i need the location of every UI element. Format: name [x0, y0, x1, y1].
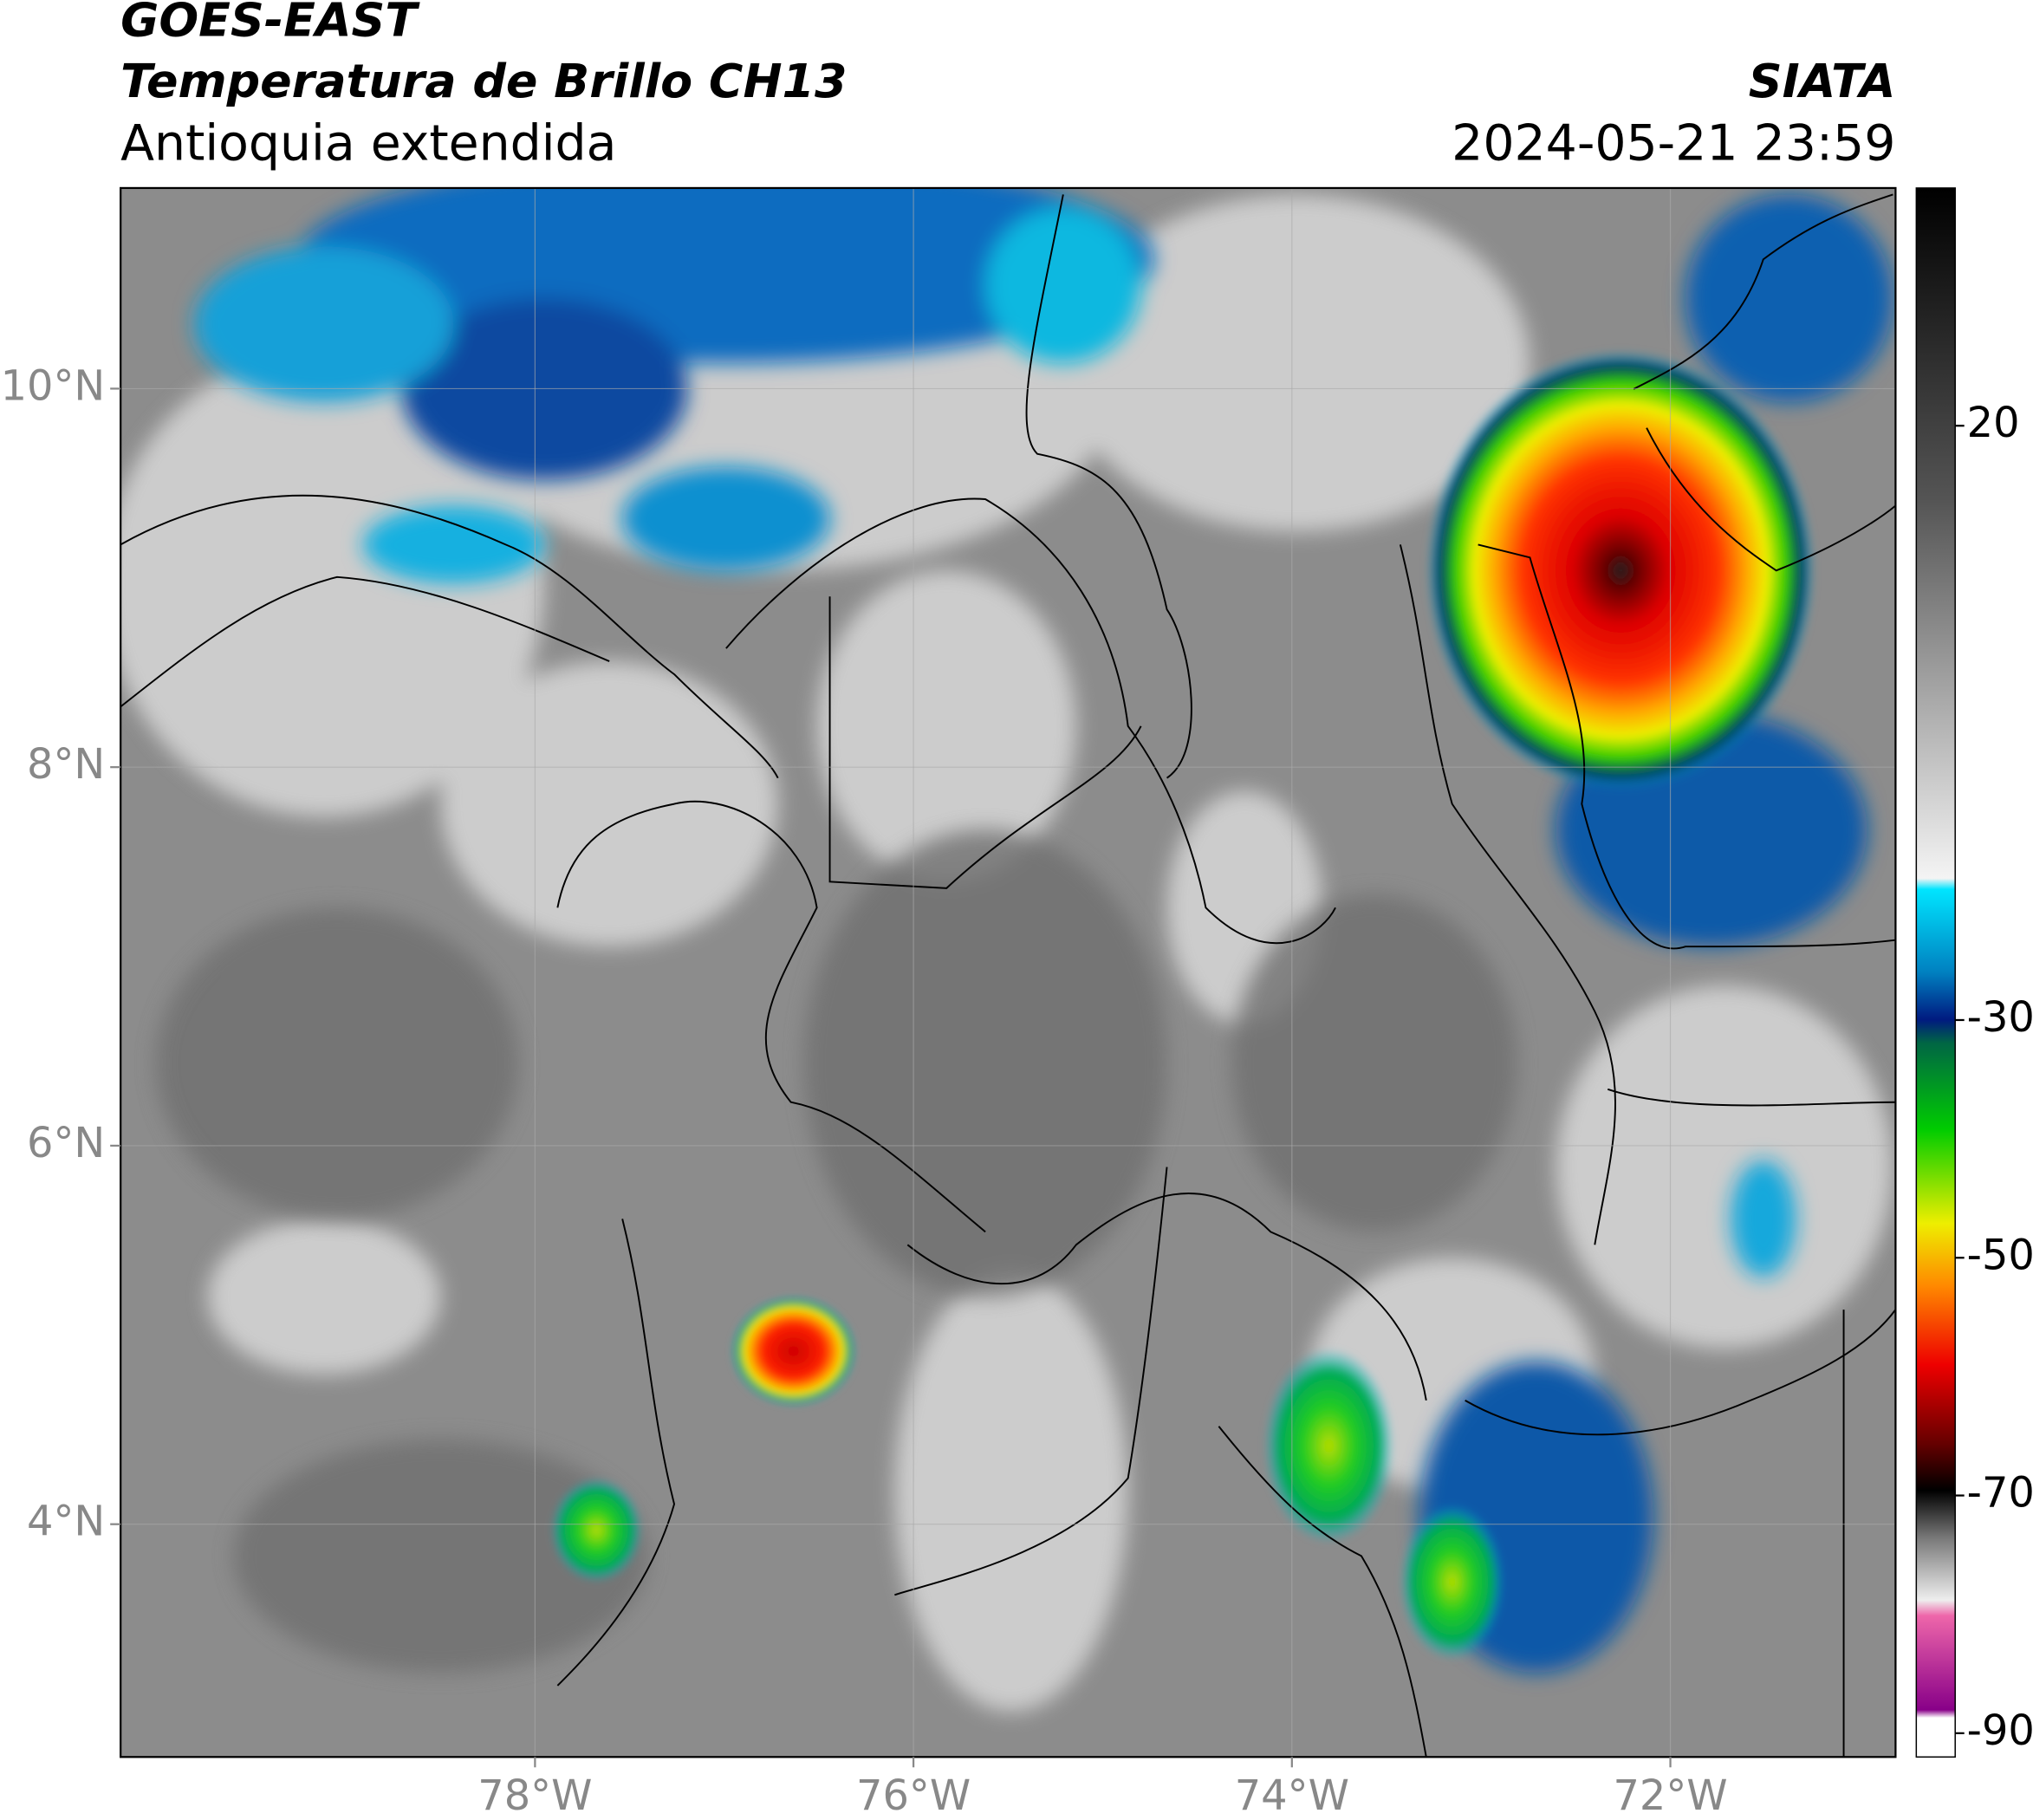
source-label: SIATA	[1749, 54, 1896, 108]
satellite-title: GOES-EAST	[120, 0, 420, 48]
y-tick-label: 10°N	[1, 362, 106, 410]
colorbar-tick-label: -30	[1967, 994, 2033, 1042]
region-title: Antioquia extendida	[120, 115, 616, 172]
grid	[120, 187, 1896, 1758]
product-title: Temperatura de Brillo CH13	[120, 54, 847, 108]
map-frame	[120, 186, 1897, 1758]
colorbar	[1915, 187, 1956, 1758]
y-tick-label: 8°N	[27, 741, 105, 789]
x-tick-label: 76°W	[856, 1772, 971, 1820]
x-tick-label: 74°W	[1235, 1772, 1349, 1820]
x-tick-label: 72°W	[1613, 1772, 1727, 1820]
colorbar-tick-label: 20	[1967, 400, 2020, 447]
colorbar-tick-label: -70	[1967, 1470, 2033, 1518]
colorbar-tick-label: -90	[1967, 1707, 2033, 1755]
x-tick-label: 78°W	[477, 1772, 592, 1820]
datetime-label: 2024-05-21 23:59	[1452, 115, 1895, 172]
satellite-image	[120, 187, 1896, 1758]
y-tick-label: 4°N	[27, 1498, 105, 1546]
y-tick-label: 6°N	[27, 1120, 105, 1167]
colorbar-tick-label: -50	[1967, 1232, 2033, 1279]
